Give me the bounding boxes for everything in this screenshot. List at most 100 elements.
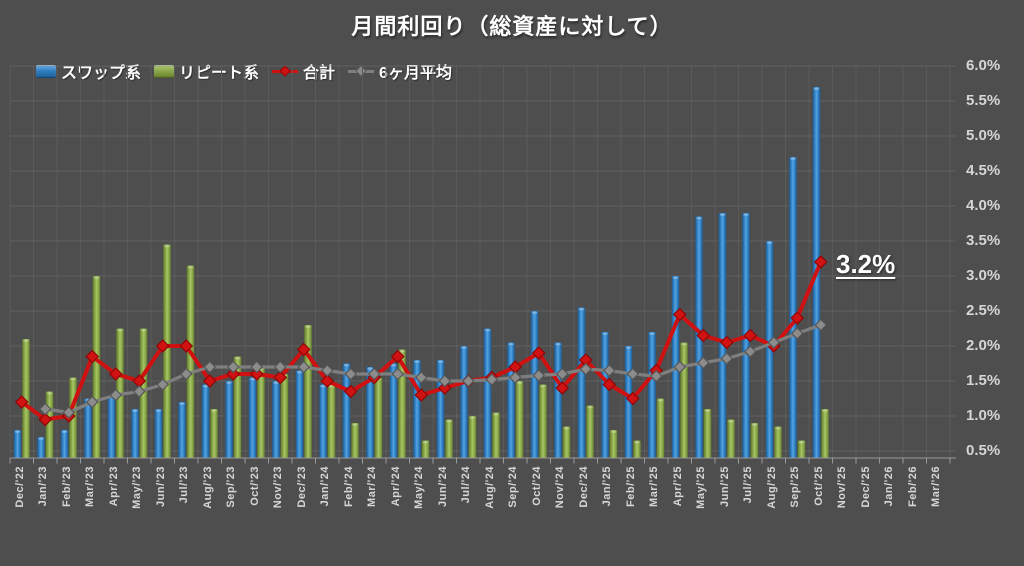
bar-repeat bbox=[821, 409, 829, 458]
average-line-marker bbox=[696, 356, 710, 370]
x-tick-label: Aug/'25 bbox=[765, 466, 778, 509]
x-tick-label: Sep/'24 bbox=[507, 466, 520, 508]
total-line bbox=[14, 255, 828, 427]
bar-repeat bbox=[539, 384, 547, 458]
bar-swap bbox=[37, 437, 45, 458]
total-line-marker bbox=[719, 335, 734, 350]
legend-label: スワップ系 bbox=[61, 65, 142, 82]
x-tick-label: Apr/'24 bbox=[389, 466, 402, 507]
y-tick-label: 2.0% bbox=[966, 337, 1001, 354]
bar-repeat bbox=[327, 384, 336, 458]
average-line-marker bbox=[132, 385, 146, 398]
x-tick-label: Mar/'23 bbox=[84, 466, 97, 507]
red-line-diamond-icon bbox=[272, 64, 299, 78]
bar-repeat bbox=[562, 426, 571, 458]
x-tick-label: Nov/'24 bbox=[554, 466, 567, 509]
bar-swap bbox=[178, 402, 186, 458]
bar-swap bbox=[60, 430, 69, 458]
legend-item-repeat: リピート系 bbox=[154, 59, 259, 83]
x-tick-label: Feb/'24 bbox=[342, 466, 355, 507]
bar-repeat bbox=[515, 381, 524, 458]
total-line-marker bbox=[531, 346, 546, 360]
total-line-marker bbox=[602, 377, 617, 392]
total-line-marker bbox=[320, 374, 335, 388]
x-tick-label: Jan/'24 bbox=[319, 466, 332, 507]
x-tick-label: Jun/'23 bbox=[154, 466, 167, 507]
total-line-marker bbox=[672, 307, 687, 322]
x-tick-label: Mar/'26 bbox=[930, 466, 943, 507]
x-tick-label: Mar/'25 bbox=[648, 466, 661, 507]
chart-title: 月間利回り（総資産に対して） bbox=[351, 14, 673, 39]
x-tick-label: Dec/'23 bbox=[295, 466, 308, 508]
x-tick-label: Feb/'26 bbox=[906, 466, 919, 507]
average-line-marker bbox=[344, 367, 358, 381]
total-line-marker bbox=[296, 342, 311, 357]
x-tick-label: Jan/'26 bbox=[883, 466, 896, 507]
y-tick-label: 5.5% bbox=[966, 92, 1001, 109]
total-line-marker bbox=[555, 381, 570, 395]
bar-repeat bbox=[586, 405, 594, 458]
bar-swap bbox=[154, 409, 163, 458]
average-line-marker bbox=[555, 367, 569, 381]
legend-item-total: 合計 bbox=[272, 59, 335, 83]
bar-repeat bbox=[374, 377, 383, 458]
x-tick-label: Jul/'25 bbox=[742, 466, 755, 504]
average-line-marker bbox=[226, 360, 240, 374]
bar-swap bbox=[272, 381, 280, 458]
bar-swap bbox=[13, 430, 22, 458]
total-line-marker bbox=[273, 370, 288, 385]
bar-repeat bbox=[633, 440, 641, 458]
x-tick-label: Dec/'24 bbox=[577, 466, 590, 508]
average-line-marker bbox=[743, 345, 757, 358]
total-line-marker bbox=[390, 349, 405, 364]
x-tick-label: Jul/'23 bbox=[178, 466, 191, 504]
bar-repeat bbox=[22, 339, 30, 458]
x-tick-label: Nov/'23 bbox=[272, 466, 285, 509]
bar-repeat bbox=[468, 416, 477, 458]
bar-repeat bbox=[797, 440, 806, 458]
x-tick-label: Aug/'23 bbox=[201, 466, 214, 509]
bar-swap bbox=[483, 328, 492, 458]
bar-swap bbox=[107, 395, 116, 458]
average-line-marker bbox=[109, 388, 123, 402]
y-tick-label: 1.5% bbox=[966, 372, 1001, 389]
bar-swap bbox=[319, 384, 327, 458]
y-tick-label: 3.5% bbox=[966, 232, 1001, 249]
bar-swap bbox=[507, 342, 515, 458]
legend-item-swap: スワップ系 bbox=[36, 59, 141, 83]
average-line-marker bbox=[62, 406, 76, 419]
average-line-marker bbox=[626, 367, 640, 381]
bar-swap bbox=[718, 213, 727, 458]
y-tick-label: 6.0% bbox=[966, 57, 1001, 74]
bar-swap bbox=[295, 370, 304, 458]
bar-swap bbox=[436, 360, 445, 458]
x-axis bbox=[9, 457, 956, 464]
bar-repeat bbox=[421, 440, 430, 458]
average-line-marker bbox=[438, 374, 452, 388]
bar-swap bbox=[389, 363, 398, 458]
bar-swap bbox=[789, 157, 797, 458]
x-tick-label: May/'23 bbox=[131, 466, 144, 509]
x-tick-label: Jul/'24 bbox=[460, 466, 473, 504]
bar-repeat bbox=[45, 391, 54, 458]
x-tick-label: Jan/'25 bbox=[601, 466, 614, 507]
average-line-marker bbox=[414, 371, 428, 384]
average-line-marker bbox=[297, 360, 311, 374]
x-tick-label: Jun/'25 bbox=[718, 466, 731, 507]
total-line-marker bbox=[414, 388, 429, 402]
total-line-marker bbox=[743, 328, 758, 343]
average-line-marker bbox=[38, 402, 52, 416]
average-line-marker bbox=[767, 336, 781, 349]
y-tick-label: 5.0% bbox=[966, 127, 1001, 144]
bar-swap bbox=[648, 332, 656, 458]
legend-label: 6ヶ月平均 bbox=[379, 65, 452, 82]
green-bar-swatch-icon bbox=[154, 64, 175, 78]
average-line-marker bbox=[367, 367, 381, 381]
total-line-marker bbox=[38, 412, 53, 427]
bar-swap bbox=[201, 384, 210, 458]
bars bbox=[13, 87, 829, 458]
average-line-marker bbox=[85, 395, 99, 409]
total-line-marker bbox=[202, 374, 217, 388]
bar-repeat bbox=[163, 244, 171, 458]
